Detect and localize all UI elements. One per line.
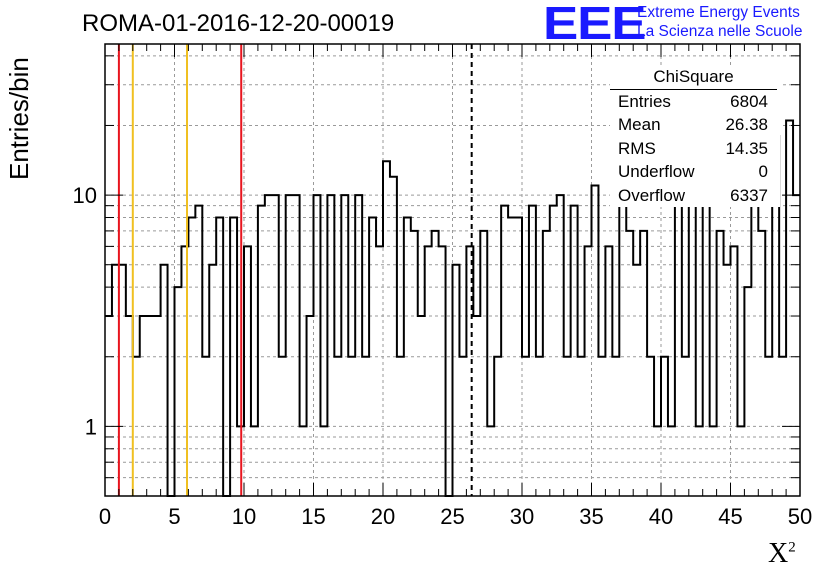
histogram-bin bbox=[731, 246, 738, 496]
stats-row-entries: Entries 6804 bbox=[610, 90, 780, 113]
histogram-bin bbox=[355, 195, 362, 496]
histogram-bin bbox=[147, 316, 154, 496]
x-tick-label: 45 bbox=[718, 504, 742, 529]
histogram-bin bbox=[432, 231, 439, 496]
histogram-bin bbox=[119, 265, 126, 496]
histogram-bin bbox=[314, 195, 321, 496]
stats-label: Entries bbox=[618, 92, 671, 111]
histogram-bin bbox=[272, 195, 279, 496]
histogram-bin bbox=[592, 186, 599, 496]
histogram-bin bbox=[293, 195, 300, 496]
x-tick-label: 0 bbox=[99, 504, 111, 529]
histogram-bin bbox=[751, 195, 758, 496]
eee-logo-mark: EEE bbox=[543, 0, 647, 49]
histogram-bin bbox=[425, 246, 432, 496]
stats-title: ChiSquare bbox=[610, 66, 777, 90]
x-axis-label: X2 bbox=[768, 538, 796, 569]
histogram-bin bbox=[376, 246, 383, 496]
histogram-bin bbox=[286, 195, 293, 496]
histogram-bin bbox=[327, 195, 334, 496]
histogram-bin bbox=[605, 246, 612, 496]
histogram-bars bbox=[105, 119, 800, 497]
stats-row-overflow: Overflow 6337 bbox=[610, 184, 780, 207]
x-tick-label: 25 bbox=[440, 504, 464, 529]
histogram-bin bbox=[112, 265, 119, 496]
histogram-bin bbox=[105, 316, 112, 496]
histogram-bin bbox=[265, 195, 272, 496]
histogram-bin bbox=[675, 195, 682, 496]
x-tick-label: 35 bbox=[579, 504, 603, 529]
histogram-bin bbox=[258, 206, 265, 496]
histogram-bin bbox=[161, 265, 168, 496]
histogram-bin bbox=[383, 161, 390, 496]
stats-value: 14.35 bbox=[725, 138, 768, 158]
histogram-bin bbox=[473, 316, 480, 496]
histogram-bin bbox=[439, 246, 446, 496]
stats-value: 0 bbox=[758, 162, 768, 182]
histogram-bin bbox=[209, 265, 216, 496]
stats-box: ChiSquare Entries 6804 Mean 26.38 RMS 14… bbox=[610, 66, 780, 207]
histogram-bin bbox=[585, 246, 592, 496]
histogram-bin bbox=[154, 316, 161, 496]
reference-lines bbox=[117, 44, 473, 496]
histogram-bin bbox=[640, 231, 647, 496]
histogram-bin bbox=[717, 231, 724, 496]
histogram-bin bbox=[724, 265, 731, 496]
histogram-bin bbox=[411, 231, 418, 496]
stats-label: Mean bbox=[618, 115, 661, 135]
chart-title: ROMA-01-2016-12-20-00019 bbox=[82, 10, 395, 37]
axis-ticks bbox=[104, 44, 801, 497]
histogram-bin bbox=[550, 206, 557, 496]
stats-value: 26.38 bbox=[725, 115, 768, 135]
x-tick-label: 40 bbox=[649, 504, 673, 529]
histogram-bin bbox=[786, 121, 793, 496]
histogram-bin bbox=[619, 206, 626, 496]
histogram-bin bbox=[758, 231, 765, 496]
histogram-bin bbox=[140, 316, 147, 496]
histogram-bin bbox=[307, 316, 314, 496]
histogram-bin bbox=[175, 287, 182, 496]
histogram-bin bbox=[633, 265, 640, 496]
histogram-bin bbox=[793, 195, 800, 496]
stats-value: 6337 bbox=[730, 185, 768, 205]
stats-row-rms: RMS 14.35 bbox=[610, 137, 780, 160]
histogram-bin bbox=[557, 195, 564, 496]
y-tick-label: 1 bbox=[85, 414, 97, 439]
histogram-outline bbox=[105, 119, 800, 497]
histogram-bin bbox=[390, 177, 397, 496]
x-tick-label: 5 bbox=[168, 504, 180, 529]
stats-row-mean: Mean 26.38 bbox=[610, 113, 780, 136]
histogram-bin bbox=[626, 231, 633, 496]
histogram-bin bbox=[244, 246, 251, 496]
histogram-bin bbox=[418, 316, 425, 496]
x-tick-label: 30 bbox=[510, 504, 534, 529]
stats-label: Underflow bbox=[618, 162, 695, 182]
eee-logo-line1: Extreme Energy Events bbox=[637, 4, 800, 21]
y-tick-label: 10 bbox=[73, 183, 97, 208]
y-axis-label: Entries/bin bbox=[4, 57, 34, 180]
x-tick-label: 50 bbox=[788, 504, 812, 529]
histogram-bin bbox=[703, 177, 710, 496]
x-tick-label: 15 bbox=[301, 504, 325, 529]
stats-row-underflow: Underflow 0 bbox=[610, 160, 780, 183]
histogram-bin bbox=[195, 206, 202, 496]
histogram-bin bbox=[571, 206, 578, 496]
histogram-bin bbox=[453, 265, 460, 496]
stats-value: 6804 bbox=[730, 92, 768, 111]
histogram-bin bbox=[126, 316, 133, 496]
stats-label: Overflow bbox=[618, 185, 686, 205]
x-tick-label: 10 bbox=[232, 504, 256, 529]
histogram-bin bbox=[480, 231, 487, 496]
stats-label: RMS bbox=[618, 138, 656, 158]
histogram-bin bbox=[529, 206, 536, 496]
x-tick-label: 20 bbox=[371, 504, 395, 529]
axis-tick-labels: 0 5 10 15 20 25 30 35 40 45 50 1 10 bbox=[73, 183, 813, 529]
histogram-bin bbox=[341, 195, 348, 496]
histogram-bin bbox=[543, 231, 550, 496]
histogram-bin bbox=[501, 206, 508, 496]
histogram-bin bbox=[744, 287, 751, 496]
eee-logo-line2: La Scienza nelle Scuole bbox=[637, 23, 803, 40]
